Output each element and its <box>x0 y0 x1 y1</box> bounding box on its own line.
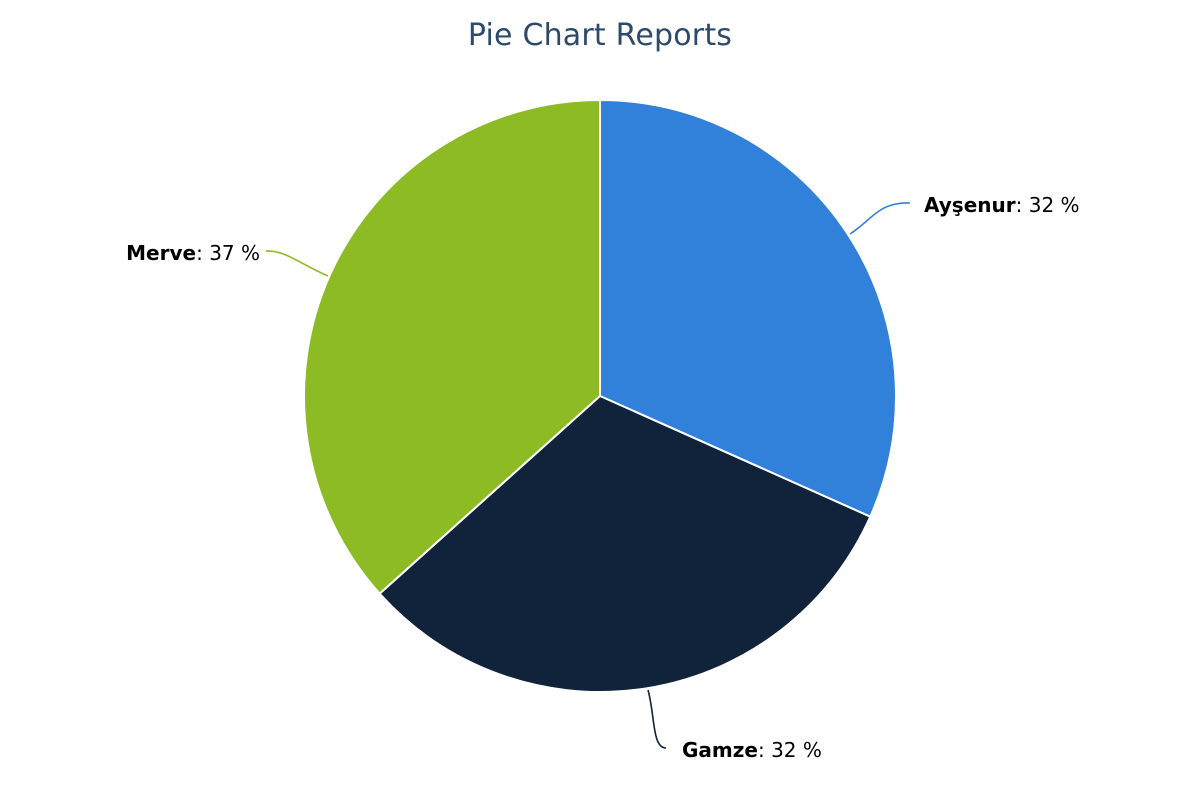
pie-slice-merve[interactable] <box>303 99 601 595</box>
data-label-value: : 32 % <box>1016 193 1080 217</box>
data-label-name: Ayşenur <box>924 193 1016 217</box>
data-label-value: : 32 % <box>758 738 822 762</box>
connector-merve <box>265 250 329 277</box>
data-label-name: Gamze <box>682 738 758 762</box>
connector-ayşenur <box>849 202 911 235</box>
data-label-gamze: Gamze: 32 % <box>682 738 822 762</box>
pie-slice-gamze[interactable] <box>378 395 872 693</box>
data-label-merve: Merve: 37 % <box>126 241 260 265</box>
data-label-name: Merve <box>126 241 196 265</box>
data-label-ayşenur: Ayşenur: 32 % <box>924 193 1080 217</box>
connector-gamze <box>647 689 667 749</box>
data-label-value: : 37 % <box>196 241 260 265</box>
pie-slice-ayşenur[interactable] <box>599 99 897 518</box>
chart-title: Pie Chart Reports <box>467 18 733 53</box>
